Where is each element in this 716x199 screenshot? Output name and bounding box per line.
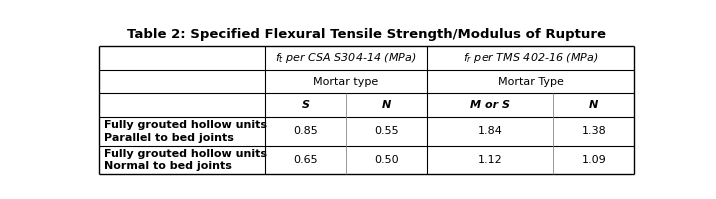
Text: $f_t$ per CSA S304-14 (MPa): $f_t$ per CSA S304-14 (MPa) — [275, 51, 417, 65]
Text: 1.12: 1.12 — [478, 155, 503, 165]
Text: Normal to bed joints: Normal to bed joints — [104, 161, 232, 171]
Text: N: N — [382, 100, 391, 110]
Text: Mortar Type: Mortar Type — [498, 77, 563, 87]
Text: 0.50: 0.50 — [374, 155, 399, 165]
Text: Parallel to bed joints: Parallel to bed joints — [104, 133, 234, 143]
Text: Table 2: Specified Flexural Tensile Strength/Modulus of Rupture: Table 2: Specified Flexural Tensile Stre… — [127, 28, 606, 41]
Text: N: N — [589, 100, 599, 110]
Text: 1.38: 1.38 — [581, 126, 606, 136]
Text: M or S: M or S — [470, 100, 511, 110]
Text: $f_r$ per TMS 402-16 (MPa): $f_r$ per TMS 402-16 (MPa) — [463, 51, 599, 65]
Text: Fully grouted hollow units: Fully grouted hollow units — [104, 120, 267, 130]
Text: 1.84: 1.84 — [478, 126, 503, 136]
Text: Mortar type: Mortar type — [314, 77, 379, 87]
Text: Fully grouted hollow units: Fully grouted hollow units — [104, 148, 267, 159]
Text: 0.65: 0.65 — [293, 155, 318, 165]
Text: S: S — [301, 100, 309, 110]
Text: 0.85: 0.85 — [293, 126, 318, 136]
Text: 0.55: 0.55 — [374, 126, 399, 136]
Text: 1.09: 1.09 — [581, 155, 606, 165]
